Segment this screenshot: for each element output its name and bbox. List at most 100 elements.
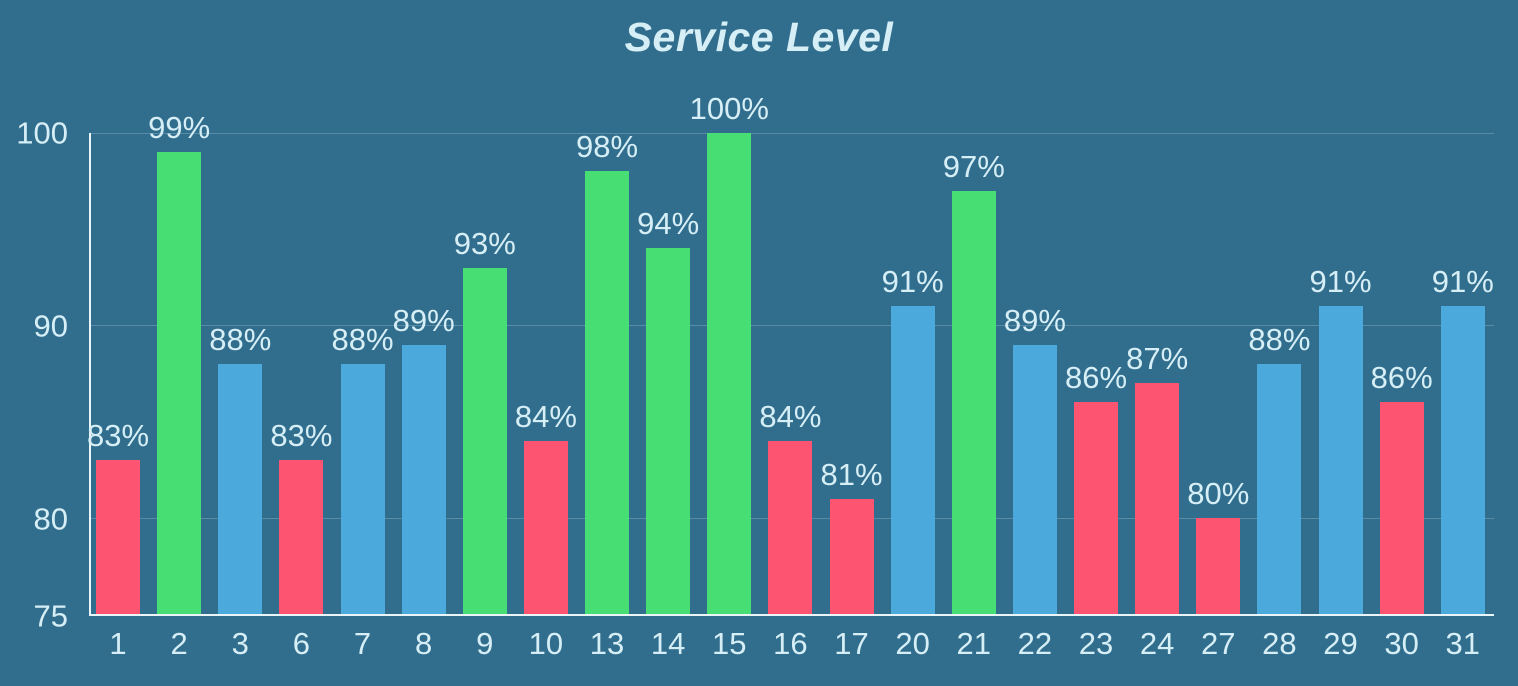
x-tick-label-10: 10 [528,626,564,661]
bar-slot-1: 83% 1 [87,133,149,659]
bar-value-label-6: 83% [270,418,333,454]
bar-slot-30: 86% 30 [1371,133,1433,659]
bar-day-27 [1196,517,1241,614]
gridline-100 [91,133,1494,134]
bar-slot-21: 97% 21 [943,133,1005,659]
x-tick-label-23: 23 [1078,626,1114,661]
chart-title: Service Level [624,14,894,60]
bar-day-10 [523,440,568,614]
bar-value-label-14: 94% [637,206,700,242]
bar-day-2 [157,152,202,614]
bar-value-label-9: 93% [453,225,516,261]
bar-day-22 [1012,344,1057,614]
bar-value-label-30: 86% [1370,360,1433,396]
x-tick-label-24: 24 [1139,626,1175,661]
bar-value-label-16: 84% [759,398,822,434]
bar-day-7 [340,363,385,614]
bar-slot-7: 88% 7 [331,133,393,659]
bars-row: 83% 1 99% 2 88% 3 83% 6 88% 7 89% 8 93% 9 84% 10 98% 13 94… [87,93,1494,659]
bar-slot-2: 99% 2 [148,112,210,659]
bar-value-label-22: 89% [1003,302,1066,338]
bar-day-16 [768,440,813,614]
bar-slot-6: 83% 6 [270,133,332,659]
bar-slot-20: 91% 20 [882,133,944,659]
bar-value-label-31: 91% [1431,264,1494,300]
x-tick-label-28: 28 [1262,626,1297,661]
bar-day-28 [1257,363,1302,614]
bar-slot-13: 98% 13 [576,131,638,659]
bar-day-8 [401,344,446,614]
bar-day-21 [951,190,996,614]
x-tick-label-16: 16 [773,626,808,661]
bar-day-20 [890,306,935,614]
bar-slot-14: 94% 14 [637,133,699,659]
bar-value-label-20: 91% [881,264,944,300]
x-tick-label-6: 6 [292,626,310,661]
bar-slot-22: 89% 22 [1004,133,1066,659]
bar-day-31 [1440,306,1485,614]
y-tick-label-90: 90 [33,308,68,344]
bar-value-label-3: 88% [209,321,272,357]
bar-slot-29: 91% 29 [1309,133,1371,659]
x-tick-label-2: 2 [170,626,188,661]
bar-day-17 [829,498,874,614]
bar-slot-27: 80% 27 [1187,133,1249,659]
gridline-90 [91,325,1494,327]
bar-value-label-13: 98% [575,129,639,165]
bar-slot-15: 100% 15 [690,93,769,659]
x-tick-label-1: 1 [109,626,127,661]
y-tick-label-100: 100 [16,115,68,151]
x-tick-label-9: 9 [476,626,494,661]
bar-value-label-17: 81% [820,456,883,492]
bar-slot-9: 93% 9 [454,133,516,659]
plot-area: 83% 1 99% 2 88% 3 83% 6 88% 7 89% 8 93% 9 84% 10 98% 13 94… [87,93,1494,659]
x-tick-label-22: 22 [1017,626,1053,661]
x-tick-label-3: 3 [231,626,249,661]
x-tick-label-13: 13 [589,626,625,661]
x-tick-label-29: 29 [1323,626,1358,661]
bar-slot-31: 91% 31 [1432,133,1494,659]
bar-day-1 [96,460,140,614]
bar-day-30 [1379,402,1424,614]
bar-value-label-15: 100% [689,91,769,126]
bar-value-label-23: 86% [1064,360,1128,396]
bar-day-29 [1318,306,1363,614]
bar-day-13 [585,171,629,614]
x-tick-label-20: 20 [895,626,930,661]
bar-value-label-28: 88% [1248,321,1311,357]
x-tick-label-7: 7 [353,626,372,661]
bar-slot-3: 88% 3 [209,133,271,659]
bar-value-label-7: 88% [331,321,394,357]
bar-day-3 [218,363,263,614]
bar-day-24 [1135,383,1180,614]
y-tick-label-75: 75 [33,598,68,634]
bar-value-label-2: 99% [148,110,211,146]
bar-value-label-21: 97% [942,148,1005,184]
bar-value-label-27: 80% [1187,475,1250,511]
bar-value-label-10: 84% [514,398,577,434]
bar-day-15 [707,133,752,614]
bar-slot-16: 84% 16 [759,133,821,659]
bar-day-14 [646,248,691,614]
y-axis-tick-labels: 100 90 80 75 [0,118,82,632]
x-tick-label-14: 14 [650,626,686,661]
x-tick-label-30: 30 [1384,626,1419,661]
x-tick-label-8: 8 [415,626,433,661]
x-tick-label-21: 21 [956,626,991,661]
bar-slot-8: 89% 8 [393,133,455,659]
x-tick-label-15: 15 [712,626,747,661]
bar-slot-23: 86% 23 [1065,133,1127,659]
x-tick-label-27: 27 [1201,626,1236,661]
bar-value-label-29: 91% [1309,264,1372,300]
bar-slot-28: 88% 28 [1248,133,1310,659]
bar-value-label-1: 83% [86,418,150,454]
bar-slot-17: 81% 17 [820,133,882,659]
bar-day-6 [279,460,324,614]
bar-value-label-8: 89% [392,302,455,338]
bar-value-label-24: 87% [1126,341,1189,377]
bar-slot-24: 87% 24 [1126,133,1188,659]
bar-slot-10: 84% 10 [515,133,577,659]
x-tick-label-17: 17 [834,626,869,661]
bar-day-23 [1074,402,1118,614]
